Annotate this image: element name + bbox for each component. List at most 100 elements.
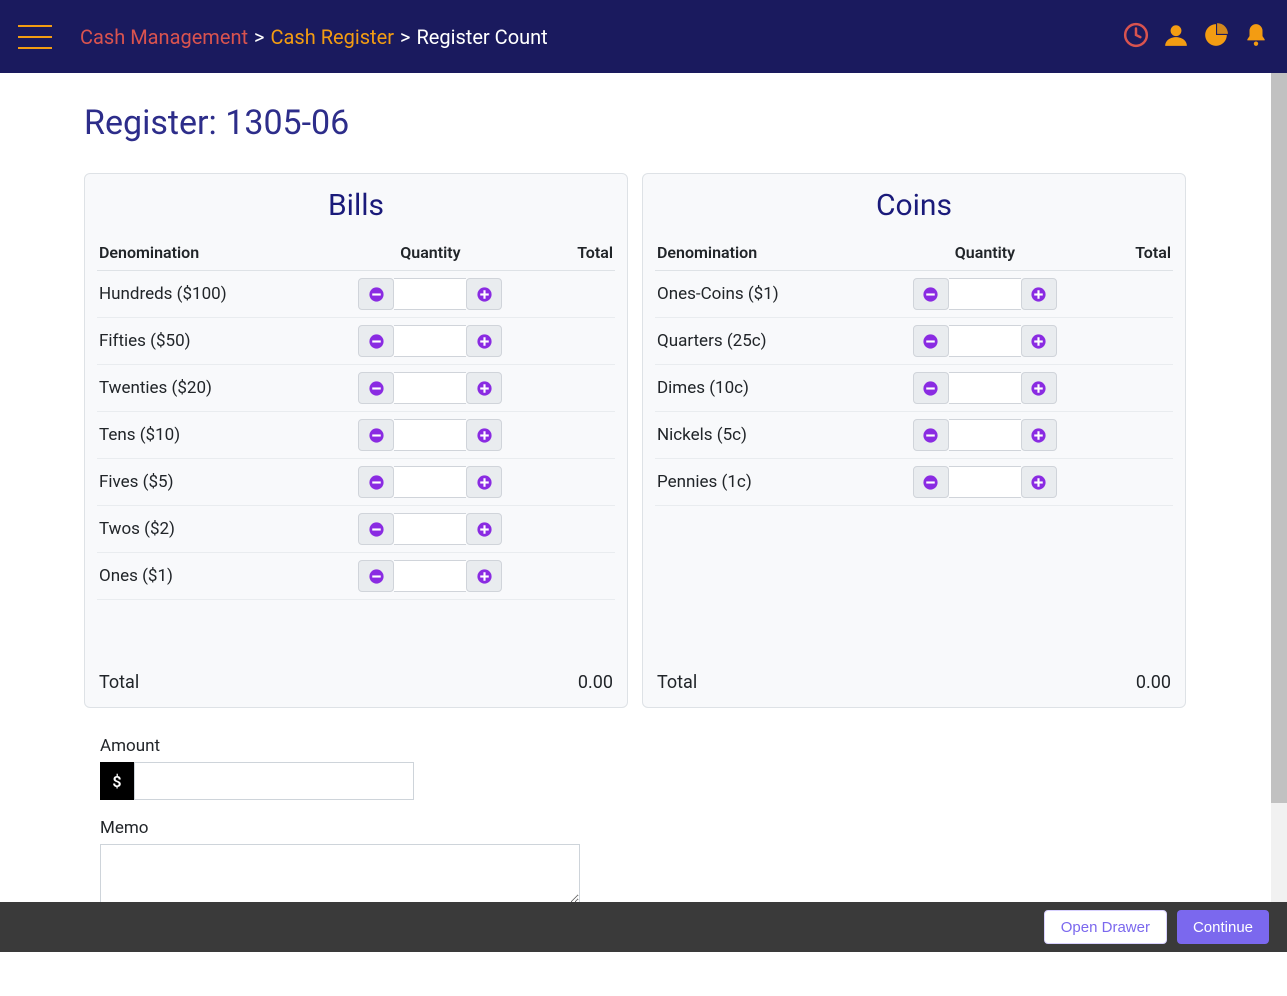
row-total [1107,365,1173,412]
amount-input[interactable] [134,762,414,800]
denom-label: Ones ($1) [97,553,310,600]
table-row: Twos ($2) [97,506,615,553]
plus-icon[interactable] [466,419,502,451]
denom-label: Hundreds ($100) [97,271,310,318]
vertical-scrollbar[interactable] [1271,73,1287,902]
minus-icon[interactable] [358,419,394,451]
user-icon[interactable] [1163,22,1189,52]
qty-input[interactable] [394,325,466,357]
plus-icon[interactable] [466,325,502,357]
quantity-stepper [358,372,502,404]
plus-icon[interactable] [1021,419,1057,451]
bills-col-denom: Denomination [97,235,310,271]
qty-cell [310,506,550,553]
denom-label: Nickels (5c) [655,412,863,459]
denom-label: Twenties ($20) [97,365,310,412]
plus-icon[interactable] [1021,278,1057,310]
bills-col-total: Total [550,235,615,271]
plus-icon[interactable] [466,278,502,310]
quantity-stepper [913,278,1057,310]
qty-cell [310,365,550,412]
minus-icon[interactable] [358,513,394,545]
minus-icon[interactable] [358,466,394,498]
qty-input[interactable] [949,325,1021,357]
minus-icon[interactable] [358,278,394,310]
breadcrumb: Cash Management > Cash Register > Regist… [80,25,548,49]
row-total [550,553,615,600]
table-row: Quarters (25c) [655,318,1173,365]
bell-icon[interactable] [1243,22,1269,52]
qty-cell [310,412,550,459]
coins-title: Coins [655,188,1173,223]
plus-icon[interactable] [466,513,502,545]
breadcrumb-level1[interactable]: Cash Management [80,25,248,49]
table-row: Twenties ($20) [97,365,615,412]
qty-input[interactable] [394,278,466,310]
plus-icon[interactable] [466,466,502,498]
qty-input[interactable] [949,466,1021,498]
coins-table: Denomination Quantity Total Ones-Coins (… [655,235,1173,506]
quantity-stepper [358,466,502,498]
coins-col-total: Total [1107,235,1173,271]
pie-chart-icon[interactable] [1203,22,1229,52]
row-total [550,365,615,412]
qty-input[interactable] [394,372,466,404]
minus-icon[interactable] [913,278,949,310]
minus-icon[interactable] [358,325,394,357]
breadcrumb-level2[interactable]: Cash Register [271,25,394,49]
plus-icon[interactable] [1021,325,1057,357]
continue-button[interactable]: Continue [1177,910,1269,944]
row-total [1107,271,1173,318]
amount-label: Amount [100,736,1254,756]
minus-icon[interactable] [358,560,394,592]
minus-icon[interactable] [913,325,949,357]
plus-icon[interactable] [466,560,502,592]
breadcrumb-sep: > [254,25,264,49]
clock-icon[interactable] [1123,22,1149,52]
bills-panel: Bills Denomination Quantity Total Hundre… [84,173,628,708]
breadcrumb-current: Register Count [416,25,547,49]
bills-total-label: Total [99,672,139,693]
table-row: Ones ($1) [97,553,615,600]
qty-cell [310,271,550,318]
qty-input[interactable] [949,278,1021,310]
coins-col-qty: Quantity [863,235,1108,271]
plus-icon[interactable] [1021,372,1057,404]
minus-icon[interactable] [913,419,949,451]
bottombar: Open Drawer Continue [0,902,1287,952]
qty-cell [863,318,1108,365]
qty-cell [863,365,1108,412]
amount-block: Amount $ [100,736,1254,800]
bills-total-value: 0.00 [578,672,613,693]
row-total [1107,318,1173,365]
denom-label: Fives ($5) [97,459,310,506]
topbar-icons [1123,22,1269,52]
qty-input[interactable] [949,419,1021,451]
minus-icon[interactable] [913,466,949,498]
minus-icon[interactable] [913,372,949,404]
menu-hamburger[interactable] [18,25,52,49]
qty-input[interactable] [394,560,466,592]
denom-label: Ones-Coins ($1) [655,271,863,318]
memo-input[interactable] [100,844,580,904]
row-total [550,271,615,318]
minus-icon[interactable] [358,372,394,404]
open-drawer-button[interactable]: Open Drawer [1044,910,1167,944]
page-main: Register: 1305-06 Bills Denomination Qua… [0,73,1270,996]
qty-cell [863,459,1108,506]
qty-input[interactable] [394,466,466,498]
qty-input[interactable] [394,419,466,451]
plus-icon[interactable] [1021,466,1057,498]
table-row: Ones-Coins ($1) [655,271,1173,318]
bills-title: Bills [97,188,615,223]
table-row: Dimes (10c) [655,365,1173,412]
denom-label: Quarters (25c) [655,318,863,365]
quantity-stepper [913,419,1057,451]
qty-cell [310,318,550,365]
table-row: Fifties ($50) [97,318,615,365]
plus-icon[interactable] [466,372,502,404]
qty-input[interactable] [394,513,466,545]
row-total [1107,412,1173,459]
qty-input[interactable] [949,372,1021,404]
qty-cell [310,459,550,506]
